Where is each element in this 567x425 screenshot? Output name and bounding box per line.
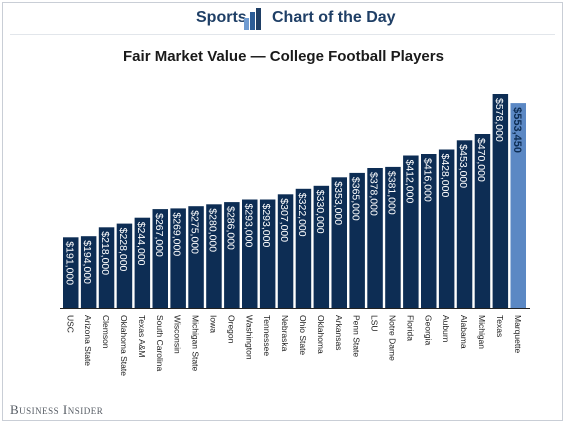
bar-oregon xyxy=(224,202,240,308)
value-label: $194,000 xyxy=(81,240,93,284)
chart-title: Fair Market Value — College Football Pla… xyxy=(123,48,444,65)
value-label: $218,000 xyxy=(99,231,111,275)
value-label: $322,000 xyxy=(296,193,308,237)
header-divider xyxy=(10,34,555,35)
bar-lsu xyxy=(367,168,383,308)
bar-georgia xyxy=(421,154,437,308)
bar-ohio-state xyxy=(295,188,312,308)
category-label: Auburn xyxy=(441,315,451,343)
bar-oklahoma xyxy=(313,185,330,308)
category-label: Texas xyxy=(495,315,505,337)
bar-michigan xyxy=(474,134,491,308)
value-label: $381,000 xyxy=(385,171,397,215)
value-label: $553,450 xyxy=(511,107,523,153)
chart-header: Sports Chart of the Day xyxy=(0,6,567,32)
category-label: Wisconsin xyxy=(173,315,183,354)
category-label: Arkansas xyxy=(334,315,344,350)
category-label: Tennessee xyxy=(262,315,272,356)
value-label: $293,000 xyxy=(260,204,272,248)
bar-chart-icon xyxy=(244,8,261,30)
category-label: Washington xyxy=(244,315,254,360)
category-label: Oklahoma xyxy=(316,315,326,354)
value-label: $416,000 xyxy=(421,158,433,202)
category-label: Oregon xyxy=(226,315,236,344)
category-label: Florida xyxy=(405,315,415,341)
value-label: $365,000 xyxy=(350,177,362,221)
bar-penn-state xyxy=(349,172,365,308)
value-label: $267,000 xyxy=(153,213,165,257)
category-label: Nebraska xyxy=(280,315,290,352)
category-label: USC xyxy=(65,315,75,333)
value-label: $330,000 xyxy=(314,190,326,234)
value-label: $453,000 xyxy=(457,144,469,188)
bar-arkansas xyxy=(331,177,347,308)
category-label: Ohio State xyxy=(298,315,308,355)
bar-arizona-state xyxy=(80,236,97,308)
category-label: Oklahoma State xyxy=(119,315,129,376)
bar-michigan-state xyxy=(188,206,204,308)
value-label: $470,000 xyxy=(475,138,487,182)
category-label: LSU xyxy=(370,315,380,332)
bar-wisconsin xyxy=(170,208,186,308)
bar-marquette xyxy=(510,103,526,308)
category-label: Iowa xyxy=(208,315,218,333)
bar-alabama xyxy=(456,140,473,308)
bar-auburn xyxy=(438,149,455,308)
value-label: $578,000 xyxy=(493,98,505,142)
category-label: Alabama xyxy=(459,315,469,349)
category-label: Georgia xyxy=(423,315,433,346)
category-label: Marquette xyxy=(513,315,523,354)
value-label: $378,000 xyxy=(368,172,380,216)
bar-usc xyxy=(63,237,79,308)
bar-texas-a-m xyxy=(134,217,151,308)
value-label: $286,000 xyxy=(224,206,236,250)
category-label: Michigan State xyxy=(191,315,201,371)
value-label: $228,000 xyxy=(117,228,129,272)
value-label: $191,000 xyxy=(63,241,75,285)
section-label: Sports xyxy=(196,9,247,26)
bar-washington xyxy=(242,199,258,308)
value-label: $280,000 xyxy=(206,208,218,252)
bar-florida xyxy=(403,155,419,308)
category-label: South Carolina xyxy=(155,315,165,372)
bar-clemson xyxy=(98,227,115,308)
category-label: Michigan xyxy=(477,315,487,349)
bar-nebraska xyxy=(277,194,294,308)
value-label: $353,000 xyxy=(332,181,344,225)
bar-tennessee xyxy=(259,199,276,308)
bar-oklahoma-state xyxy=(116,223,133,308)
bar-notre-dame xyxy=(385,166,401,308)
category-label: Texas A&M xyxy=(137,315,147,358)
value-label: $307,000 xyxy=(278,198,290,242)
bar-texas xyxy=(492,94,509,308)
value-label: $275,000 xyxy=(189,210,201,254)
value-label: $412,000 xyxy=(403,160,415,204)
bar-south-carolina xyxy=(152,209,168,308)
value-label: $244,000 xyxy=(135,222,147,266)
bar-iowa xyxy=(206,204,222,308)
value-label: $293,000 xyxy=(242,204,254,248)
category-label: Clemson xyxy=(101,315,111,349)
footer-brand: Business Insider xyxy=(10,402,104,417)
category-label: Penn State xyxy=(352,315,362,357)
value-label: $269,000 xyxy=(171,212,183,256)
category-label: Arizona State xyxy=(83,315,93,366)
category-label: Notre Dame xyxy=(387,315,397,361)
value-label: $428,000 xyxy=(439,154,451,198)
series-label: Chart of the Day xyxy=(272,9,396,26)
